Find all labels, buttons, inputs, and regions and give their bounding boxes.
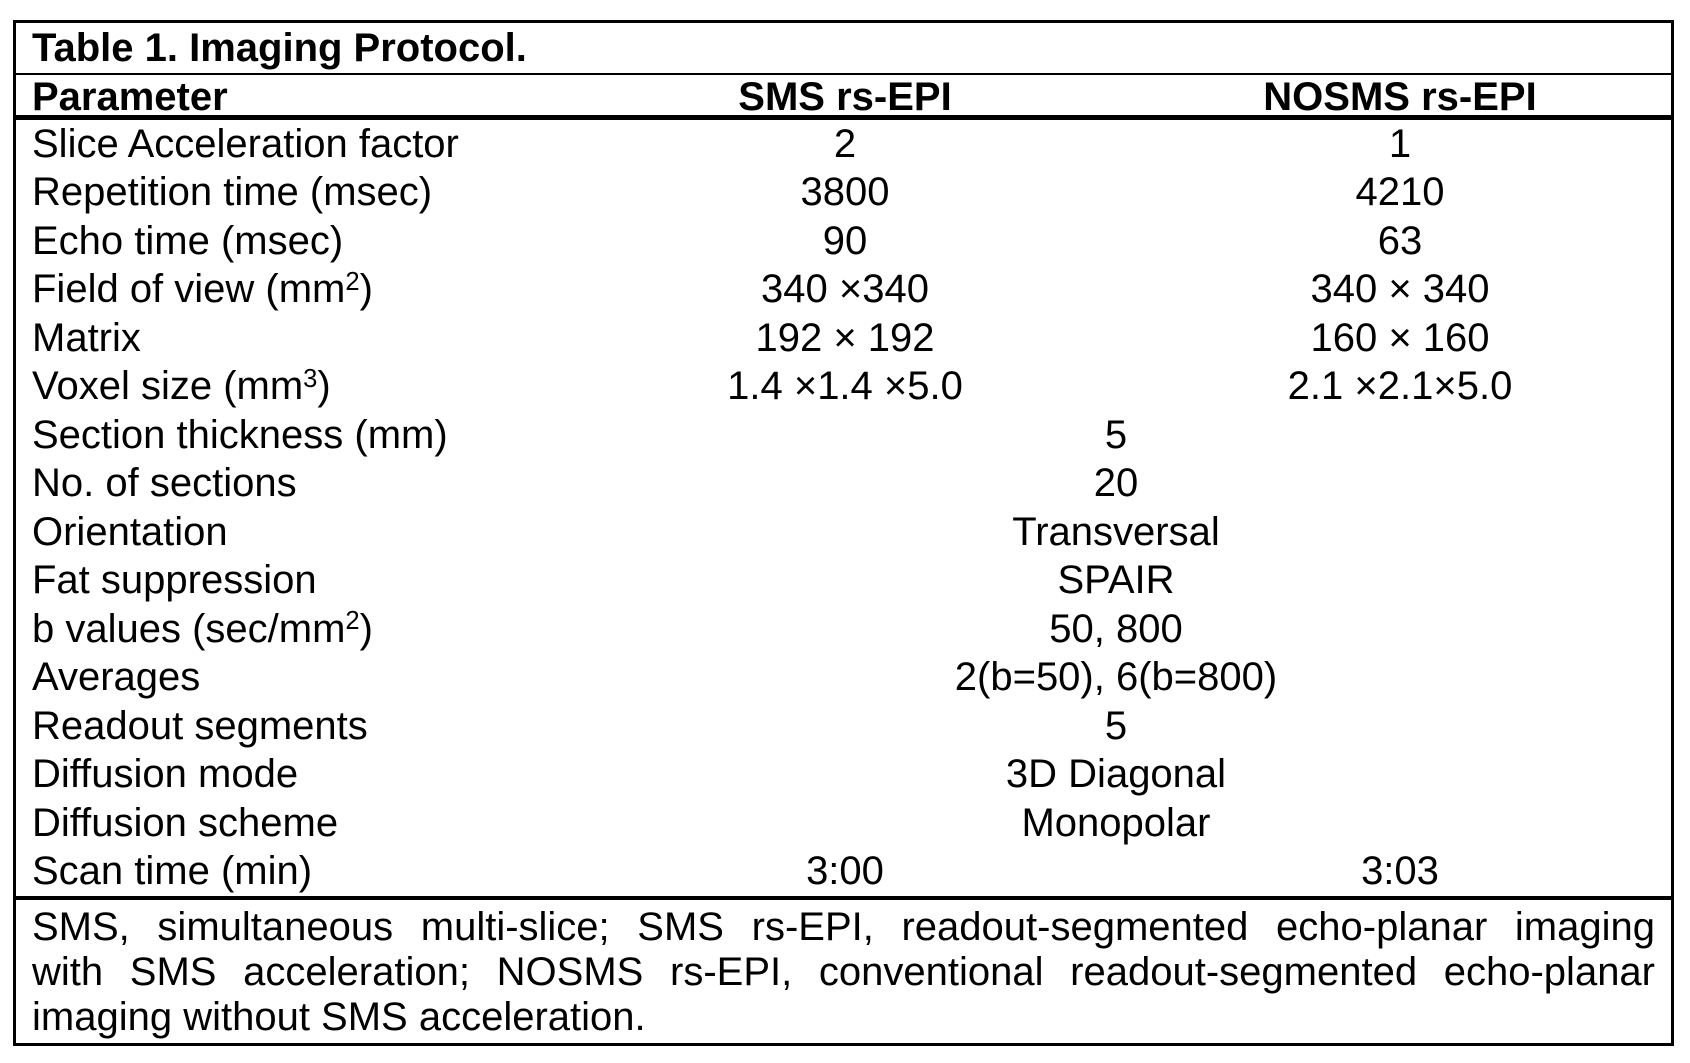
table-row: No. of sections 20 — [16, 460, 1671, 509]
imaging-protocol-table: Table 1. Imaging Protocol. Parameter SMS… — [13, 20, 1674, 1046]
table-row: b values (sec/mm2) 50, 800 — [16, 605, 1671, 654]
parameter-label: Echo time (msec) — [32, 218, 344, 263]
parameter-label: Voxel size (mm3) — [32, 364, 331, 409]
shared-value: Transversal — [1012, 509, 1220, 554]
table-row: Scan time (min) 3:00 3:03 — [16, 848, 1671, 897]
sms-rs-epi-value: 192 × 192 — [755, 315, 935, 360]
sms-rs-epi-value: 1.4 ×1.4 ×5.0 — [727, 364, 963, 409]
parameter-label: Orientation — [32, 509, 228, 554]
shared-value: SPAIR — [1057, 558, 1175, 603]
parameter-label: Diffusion scheme — [32, 800, 339, 845]
table-row: Averages 2(b=50), 6(b=800) — [16, 654, 1671, 703]
table-row: Diffusion mode 3D Diagonal — [16, 751, 1671, 800]
table-row: Repetition time (msec) 3800 4210 — [16, 169, 1671, 218]
shared-value: 5 — [1104, 703, 1128, 748]
table-row: Fat suppression SPAIR — [16, 557, 1671, 606]
shared-value: 3D Diagonal — [1005, 752, 1227, 797]
table-row: Section thickness (mm) 5 — [16, 411, 1671, 460]
sms-rs-epi-value: 3800 — [800, 170, 890, 215]
table-row: Orientation Transversal — [16, 508, 1671, 557]
table-title: Table 1. Imaging Protocol. — [32, 25, 527, 70]
table-header-row: Parameter SMS rs-EPI NOSMS rs-EPI — [16, 75, 1671, 120]
parameter-label: Section thickness (mm) — [32, 412, 448, 457]
parameter-label: Scan time (min) — [32, 849, 313, 894]
column-header-parameter: Parameter — [32, 75, 228, 119]
superscript: 2 — [345, 607, 360, 636]
table-row: Echo time (msec) 90 63 — [16, 217, 1671, 266]
parameter-label: Field of view (mm2) — [32, 267, 373, 312]
shared-value: 50, 800 — [1049, 606, 1183, 651]
footnote-line: with SMS acceleration; NOSMS rs-EPI, con… — [32, 950, 1655, 994]
nosms-rs-epi-value: 63 — [1377, 218, 1423, 263]
nosms-rs-epi-value: 3:03 — [1361, 849, 1439, 894]
shared-value: 2(b=50), 6(b=800) — [954, 655, 1278, 700]
table-footnote: SMS, simultaneous multi-slice; SMS rs-EP… — [16, 896, 1671, 1043]
column-header-nosms-rs-epi: NOSMS rs-EPI — [1263, 75, 1537, 119]
table-row: Readout segments 5 — [16, 702, 1671, 751]
shared-value: 20 — [1093, 461, 1139, 506]
sms-rs-epi-value: 90 — [822, 218, 868, 263]
parameter-label: Matrix — [32, 315, 141, 360]
parameter-label: Averages — [32, 655, 201, 700]
parameter-label: b values (sec/mm2) — [32, 606, 373, 651]
nosms-rs-epi-value: 1 — [1388, 121, 1412, 166]
parameter-label: Repetition time (msec) — [32, 170, 433, 215]
shared-value: 5 — [1104, 412, 1128, 457]
nosms-rs-epi-value: 340 × 340 — [1310, 267, 1490, 312]
nosms-rs-epi-value: 160 × 160 — [1310, 315, 1490, 360]
footnote-line: imaging without SMS acceleration. — [32, 995, 646, 1039]
superscript: 3 — [303, 364, 318, 393]
table-row: Diffusion scheme Monopolar — [16, 799, 1671, 848]
table-row: Matrix 192 × 192 160 × 160 — [16, 314, 1671, 363]
table-row: Slice Acceleration factor 2 1 — [16, 120, 1671, 169]
parameter-label: Readout segments — [32, 703, 368, 748]
superscript: 2 — [345, 267, 360, 296]
parameter-label: Slice Acceleration factor — [32, 121, 459, 166]
table-title-row: Table 1. Imaging Protocol. — [16, 23, 1671, 75]
footnote-line: SMS, simultaneous multi-slice; SMS rs-EP… — [32, 905, 1655, 949]
parameter-label: No. of sections — [32, 461, 297, 506]
sms-rs-epi-value: 2 — [833, 121, 857, 166]
parameter-label: Fat suppression — [32, 558, 317, 603]
table-row: Voxel size (mm3) 1.4 ×1.4 ×5.0 2.1 ×2.1×5.… — [16, 363, 1671, 412]
column-header-sms-rs-epi: SMS rs-EPI — [738, 75, 952, 119]
shared-value: Monopolar — [1021, 800, 1211, 845]
nosms-rs-epi-value: 4210 — [1355, 170, 1445, 215]
nosms-rs-epi-value: 2.1 ×2.1×5.0 — [1287, 364, 1513, 409]
sms-rs-epi-value: 3:00 — [806, 849, 884, 894]
table-row: Field of view (mm2) 340 ×340 340 × 340 — [16, 266, 1671, 315]
sms-rs-epi-value: 340 ×340 — [761, 267, 929, 312]
table-body: Slice Acceleration factor 2 1 Repetition ti… — [16, 120, 1671, 896]
parameter-label: Diffusion mode — [32, 752, 299, 797]
